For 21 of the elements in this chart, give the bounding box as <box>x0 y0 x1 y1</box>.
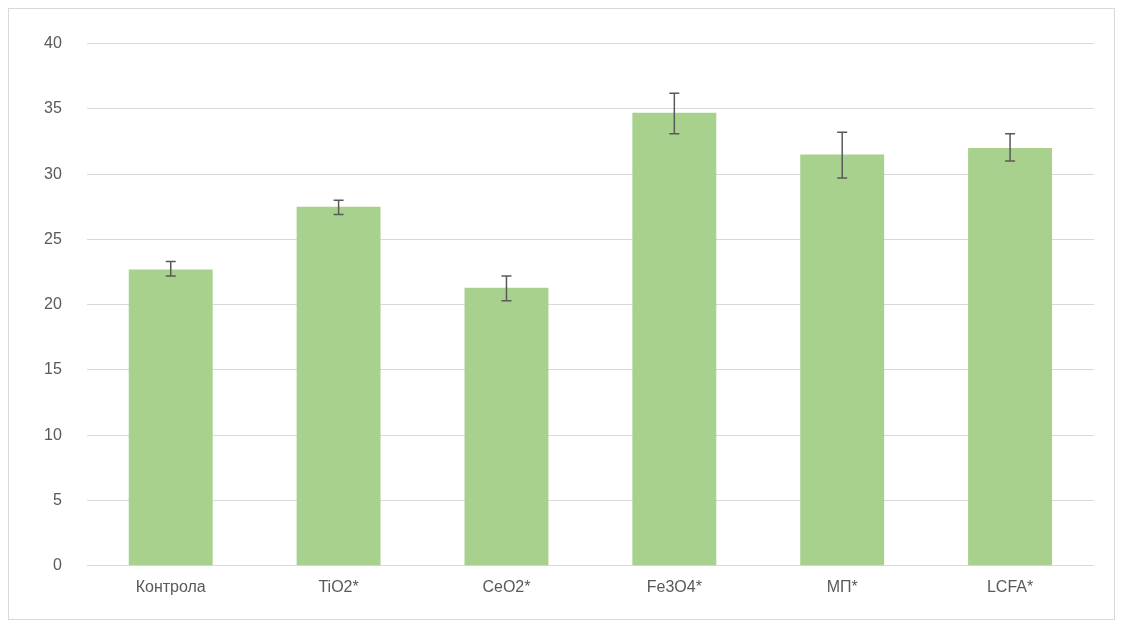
y-tick-label: 10 <box>44 425 62 443</box>
y-tick-label: 40 <box>44 34 62 52</box>
bar <box>632 112 717 566</box>
x-tick-label: LCFA* <box>986 577 1034 595</box>
y-tick-label: 20 <box>44 295 62 313</box>
bar <box>464 287 549 566</box>
bar <box>968 148 1053 566</box>
bar <box>296 206 381 566</box>
y-tick-label: 15 <box>44 360 62 378</box>
x-tick-label: TiO2* <box>318 577 359 595</box>
bar <box>800 154 885 566</box>
x-tick-label: Контрола <box>135 577 206 595</box>
y-tick-label: 25 <box>44 229 62 247</box>
y-tick-label: 35 <box>44 99 62 117</box>
y-tick-label: 30 <box>44 164 62 182</box>
y-tick-label: 0 <box>52 556 62 574</box>
bar <box>128 269 213 566</box>
x-tick-label: CeO2* <box>482 577 531 595</box>
x-tick-label: Fe3O4* <box>646 577 702 595</box>
y-tick-label: 5 <box>52 490 62 508</box>
x-tick-label: МП* <box>826 577 858 595</box>
